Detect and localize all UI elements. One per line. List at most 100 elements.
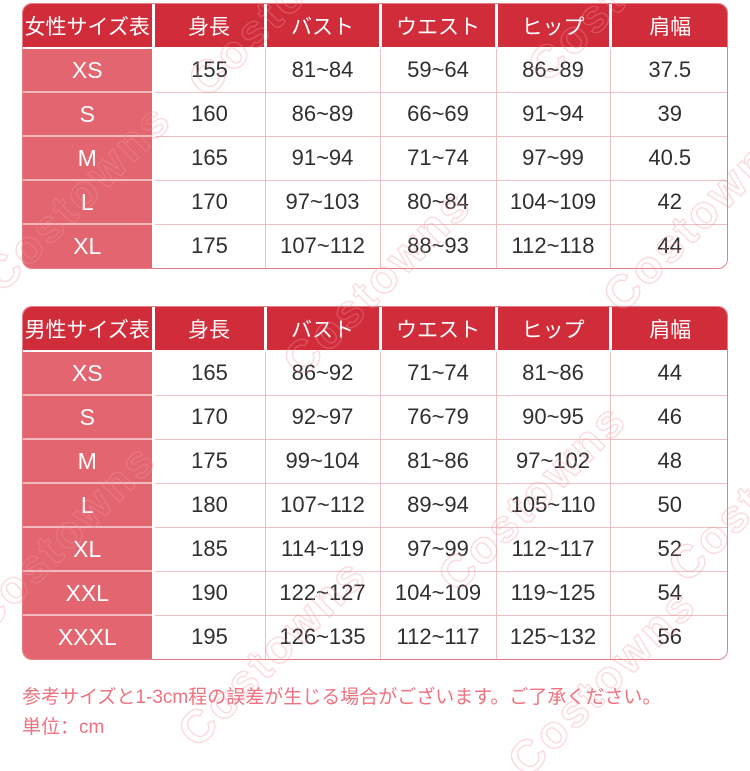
column-header-height: 身長 <box>153 307 267 352</box>
hip-value: 97~102 <box>496 439 611 484</box>
bust-value: 126~135 <box>265 615 381 659</box>
shoulder-value: 52 <box>610 527 727 572</box>
tolerance-note: 参考サイズと1-3cm程の誤差が生じる場合がございます。ご了承ください。 <box>22 687 662 708</box>
hip-value: 104~109 <box>496 180 611 225</box>
size-label: M <box>23 439 155 484</box>
waist-value: 81~86 <box>380 439 497 484</box>
women-table-title: 女性サイズ表 <box>23 4 155 49</box>
column-header-waist: ウエスト <box>380 4 498 49</box>
table-row-m: M 165 91~94 71~74 97~99 40.5 <box>23 136 727 181</box>
bust-value: 81~84 <box>265 48 381 93</box>
bust-value: 86~92 <box>265 351 381 396</box>
shoulder-value: 54 <box>610 571 727 616</box>
height-value: 185 <box>153 527 266 572</box>
size-label: XL <box>23 224 155 268</box>
bust-value: 91~94 <box>265 136 381 181</box>
bust-value: 107~112 <box>265 224 381 268</box>
bust-value: 86~89 <box>265 92 381 137</box>
shoulder-value: 37.5 <box>610 48 727 93</box>
hip-value: 112~118 <box>496 224 611 268</box>
column-header-shoulder: 肩幅 <box>610 307 727 352</box>
table-row-xs: XS 165 86~92 71~74 81~86 44 <box>23 351 727 396</box>
column-header-hip: ヒップ <box>496 4 612 49</box>
size-label: L <box>23 483 155 528</box>
shoulder-value: 56 <box>610 615 727 659</box>
size-label: XS <box>23 351 155 396</box>
height-value: 190 <box>153 571 266 616</box>
shoulder-value: 44 <box>610 224 727 268</box>
bust-value: 122~127 <box>265 571 381 616</box>
table-row-m: M 175 99~104 81~86 97~102 48 <box>23 439 727 484</box>
height-value: 195 <box>153 615 266 659</box>
size-label: L <box>23 180 155 225</box>
table-row-s: S 170 92~97 76~79 90~95 46 <box>23 395 727 440</box>
column-header-waist: ウエスト <box>380 307 498 352</box>
waist-value: 80~84 <box>380 180 497 225</box>
height-value: 155 <box>153 48 266 93</box>
shoulder-value: 48 <box>610 439 727 484</box>
size-label: M <box>23 136 155 181</box>
hip-value: 81~86 <box>496 351 611 396</box>
hip-value: 125~132 <box>496 615 611 659</box>
shoulder-value: 44 <box>610 351 727 396</box>
table-row-xxl: XXL 190 122~127 104~109 119~125 54 <box>23 571 727 616</box>
women-header-row: 女性サイズ表 身長 バスト ウエスト ヒップ 肩幅 <box>23 4 727 49</box>
table-row-xxxl: XXXL 195 126~135 112~117 125~132 56 <box>23 615 727 659</box>
waist-value: 112~117 <box>380 615 497 659</box>
bust-value: 107~112 <box>265 483 381 528</box>
bust-value: 97~103 <box>265 180 381 225</box>
hip-value: 105~110 <box>496 483 611 528</box>
size-label: XS <box>23 48 155 93</box>
height-value: 180 <box>153 483 266 528</box>
men-size-table: 男性サイズ表 身長 バスト ウエスト ヒップ 肩幅 XS 165 86~92 7… <box>22 306 728 660</box>
waist-value: 66~69 <box>380 92 497 137</box>
column-header-bust: バスト <box>265 307 382 352</box>
column-header-shoulder: 肩幅 <box>610 4 727 49</box>
waist-value: 76~79 <box>380 395 497 440</box>
waist-value: 71~74 <box>380 136 497 181</box>
size-label: S <box>23 395 155 440</box>
height-value: 175 <box>153 224 266 268</box>
height-value: 165 <box>153 136 266 181</box>
waist-value: 71~74 <box>380 351 497 396</box>
hip-value: 90~95 <box>496 395 611 440</box>
waist-value: 89~94 <box>380 483 497 528</box>
bust-value: 99~104 <box>265 439 381 484</box>
hip-value: 119~125 <box>496 571 611 616</box>
shoulder-value: 42 <box>610 180 727 225</box>
table-row-l: L 170 97~103 80~84 104~109 42 <box>23 180 727 225</box>
table-row-l: L 180 107~112 89~94 105~110 50 <box>23 483 727 528</box>
table-row-xs: XS 155 81~84 59~64 86~89 37.5 <box>23 48 727 93</box>
size-label: S <box>23 92 155 137</box>
table-row-s: S 160 86~89 66~69 91~94 39 <box>23 92 727 137</box>
column-header-bust: バスト <box>265 4 382 49</box>
hip-value: 112~117 <box>496 527 611 572</box>
hip-value: 97~99 <box>496 136 611 181</box>
table-row-xl: XL 175 107~112 88~93 112~118 44 <box>23 224 727 268</box>
shoulder-value: 39 <box>610 92 727 137</box>
shoulder-value: 40.5 <box>610 136 727 181</box>
unit-note: 単位：cm <box>22 717 105 738</box>
size-label: XL <box>23 527 155 572</box>
height-value: 175 <box>153 439 266 484</box>
table-row-xl: XL 185 114~119 97~99 112~117 52 <box>23 527 727 572</box>
size-label: XXXL <box>23 615 155 659</box>
men-header-row: 男性サイズ表 身長 バスト ウエスト ヒップ 肩幅 <box>23 307 727 352</box>
waist-value: 59~64 <box>380 48 497 93</box>
height-value: 170 <box>153 395 266 440</box>
waist-value: 97~99 <box>380 527 497 572</box>
size-label: XXL <box>23 571 155 616</box>
height-value: 170 <box>153 180 266 225</box>
hip-value: 91~94 <box>496 92 611 137</box>
bust-value: 92~97 <box>265 395 381 440</box>
shoulder-value: 50 <box>610 483 727 528</box>
height-value: 165 <box>153 351 266 396</box>
men-table-title: 男性サイズ表 <box>23 307 155 352</box>
column-header-height: 身長 <box>153 4 267 49</box>
hip-value: 86~89 <box>496 48 611 93</box>
women-size-table: 女性サイズ表 身長 バスト ウエスト ヒップ 肩幅 XS 155 81~84 5… <box>22 3 728 269</box>
bust-value: 114~119 <box>265 527 381 572</box>
waist-value: 88~93 <box>380 224 497 268</box>
waist-value: 104~109 <box>380 571 497 616</box>
